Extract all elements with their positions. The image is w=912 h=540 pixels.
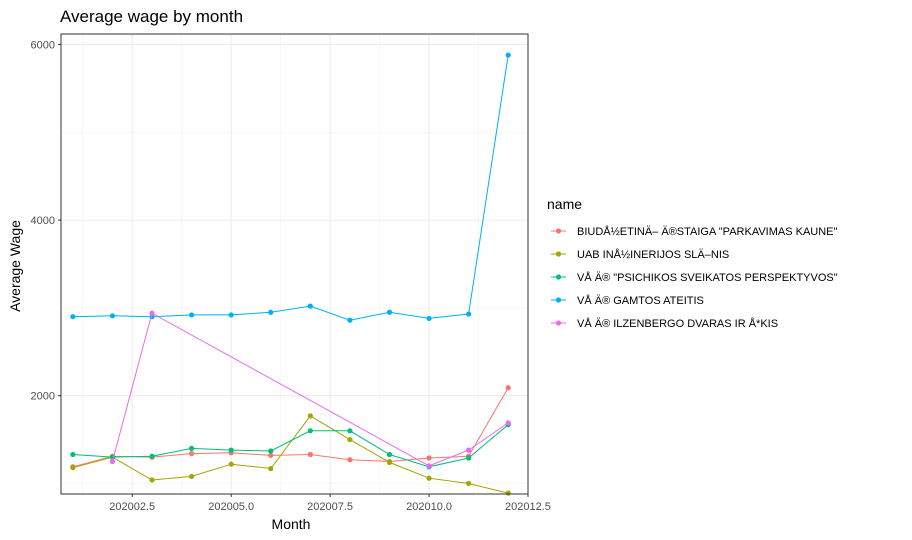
data-point (189, 312, 195, 318)
data-point (189, 445, 195, 451)
y-axis: 2000 4000 6000 (31, 40, 61, 403)
legend: name BIUDÅ½ETINÄ– Ä®STAIGA "PARKAVIMAS K… (547, 196, 838, 330)
data-point (505, 420, 511, 426)
chart-title: Average wage by month (60, 7, 243, 26)
legend-label: VÅ Ä® GAMTOS ATEITIS (577, 294, 704, 307)
series-line (72, 387, 509, 468)
data-point (149, 453, 155, 459)
data-point (228, 447, 234, 453)
data-point (307, 303, 313, 309)
data-point (426, 475, 432, 481)
y-tick-label: 6000 (31, 40, 55, 52)
series-line (72, 55, 509, 321)
data-point (189, 451, 195, 457)
y-tick-label: 4000 (31, 215, 55, 227)
y-axis-title: Average Wage (7, 220, 23, 312)
series-layer (70, 52, 511, 496)
x-tick-label: 202012.5 (505, 501, 551, 513)
data-point (268, 309, 274, 315)
legend-label: VÅ Ä® ILZENBERGO DVARAS IR Å*KIS (577, 317, 778, 330)
data-point (228, 312, 234, 318)
legend-items: BIUDÅ½ETINÄ– Ä®STAIGA "PARKAVIMAS KAUNE"… (551, 225, 838, 330)
data-point (347, 457, 353, 463)
x-axis-title: Month (272, 516, 311, 532)
data-point (426, 455, 432, 461)
data-point (70, 451, 76, 458)
data-point (149, 477, 155, 483)
data-point (505, 52, 511, 58)
legend-label: VÅ Ä® "PSICHIKOS SVEIKATOS PERSPEKTYVOS" (577, 271, 838, 284)
data-point (505, 385, 511, 391)
data-point (347, 436, 353, 443)
legend-item-3: VÅ Ä® "PSICHIKOS SVEIKATOS PERSPEKTYVOS" (551, 271, 838, 284)
legend-label: UAB INÅ½INERIJOS SLÄ–NIS (577, 248, 729, 261)
data-point (268, 452, 274, 458)
data-point (386, 451, 393, 458)
data-point (466, 311, 472, 317)
legend-item-2: UAB INÅ½INERIJOS SLÄ–NIS (551, 248, 729, 261)
data-point (466, 447, 472, 453)
data-point (386, 459, 393, 465)
data-point (228, 461, 234, 467)
y-tick-label: 2000 (31, 391, 55, 403)
data-point (426, 463, 432, 469)
series-5 (109, 310, 511, 469)
legend-item-4: VÅ Ä® GAMTOS ATEITIS (551, 294, 704, 307)
data-point (70, 314, 76, 320)
series-line (72, 424, 509, 468)
data-point (347, 428, 353, 434)
data-point (505, 490, 511, 496)
data-point (268, 448, 274, 454)
plot-panel-border (60, 33, 529, 495)
legend-item-5: VÅ Ä® ILZENBERGO DVARAS IR Å*KIS (551, 317, 778, 330)
data-point (307, 451, 313, 458)
x-axis: 202002.5 202005.0 202007.5 202010.0 202012.5 (109, 494, 551, 513)
legend-key-point (555, 320, 562, 326)
data-point (268, 465, 274, 472)
data-point (426, 315, 432, 322)
legend-item-1: BIUDÅ½ETINÄ– Ä®STAIGA "PARKAVIMAS KAUNE" (551, 225, 838, 238)
legend-key-point (555, 251, 562, 257)
data-point (70, 465, 76, 471)
x-tick-label: 202010.0 (406, 501, 452, 513)
data-point (347, 317, 353, 323)
legend-label: BIUDÅ½ETINÄ– Ä®STAIGA "PARKAVIMAS KAUNE" (577, 225, 838, 238)
legend-key-point (555, 228, 562, 234)
data-point (149, 310, 155, 316)
x-tick-label: 202002.5 (109, 501, 155, 513)
series-line (72, 415, 509, 494)
data-point (109, 458, 116, 465)
data-point (307, 428, 313, 434)
x-tick-label: 202005.0 (208, 501, 254, 513)
legend-title: name (547, 196, 582, 212)
data-point (386, 309, 393, 315)
data-point (466, 480, 472, 487)
data-point (307, 413, 313, 419)
x-tick-label: 202007.5 (307, 501, 353, 513)
legend-key-point (555, 297, 562, 303)
data-point (189, 473, 195, 480)
data-point (466, 455, 472, 461)
legend-key-point (555, 274, 562, 280)
data-point (109, 313, 116, 319)
